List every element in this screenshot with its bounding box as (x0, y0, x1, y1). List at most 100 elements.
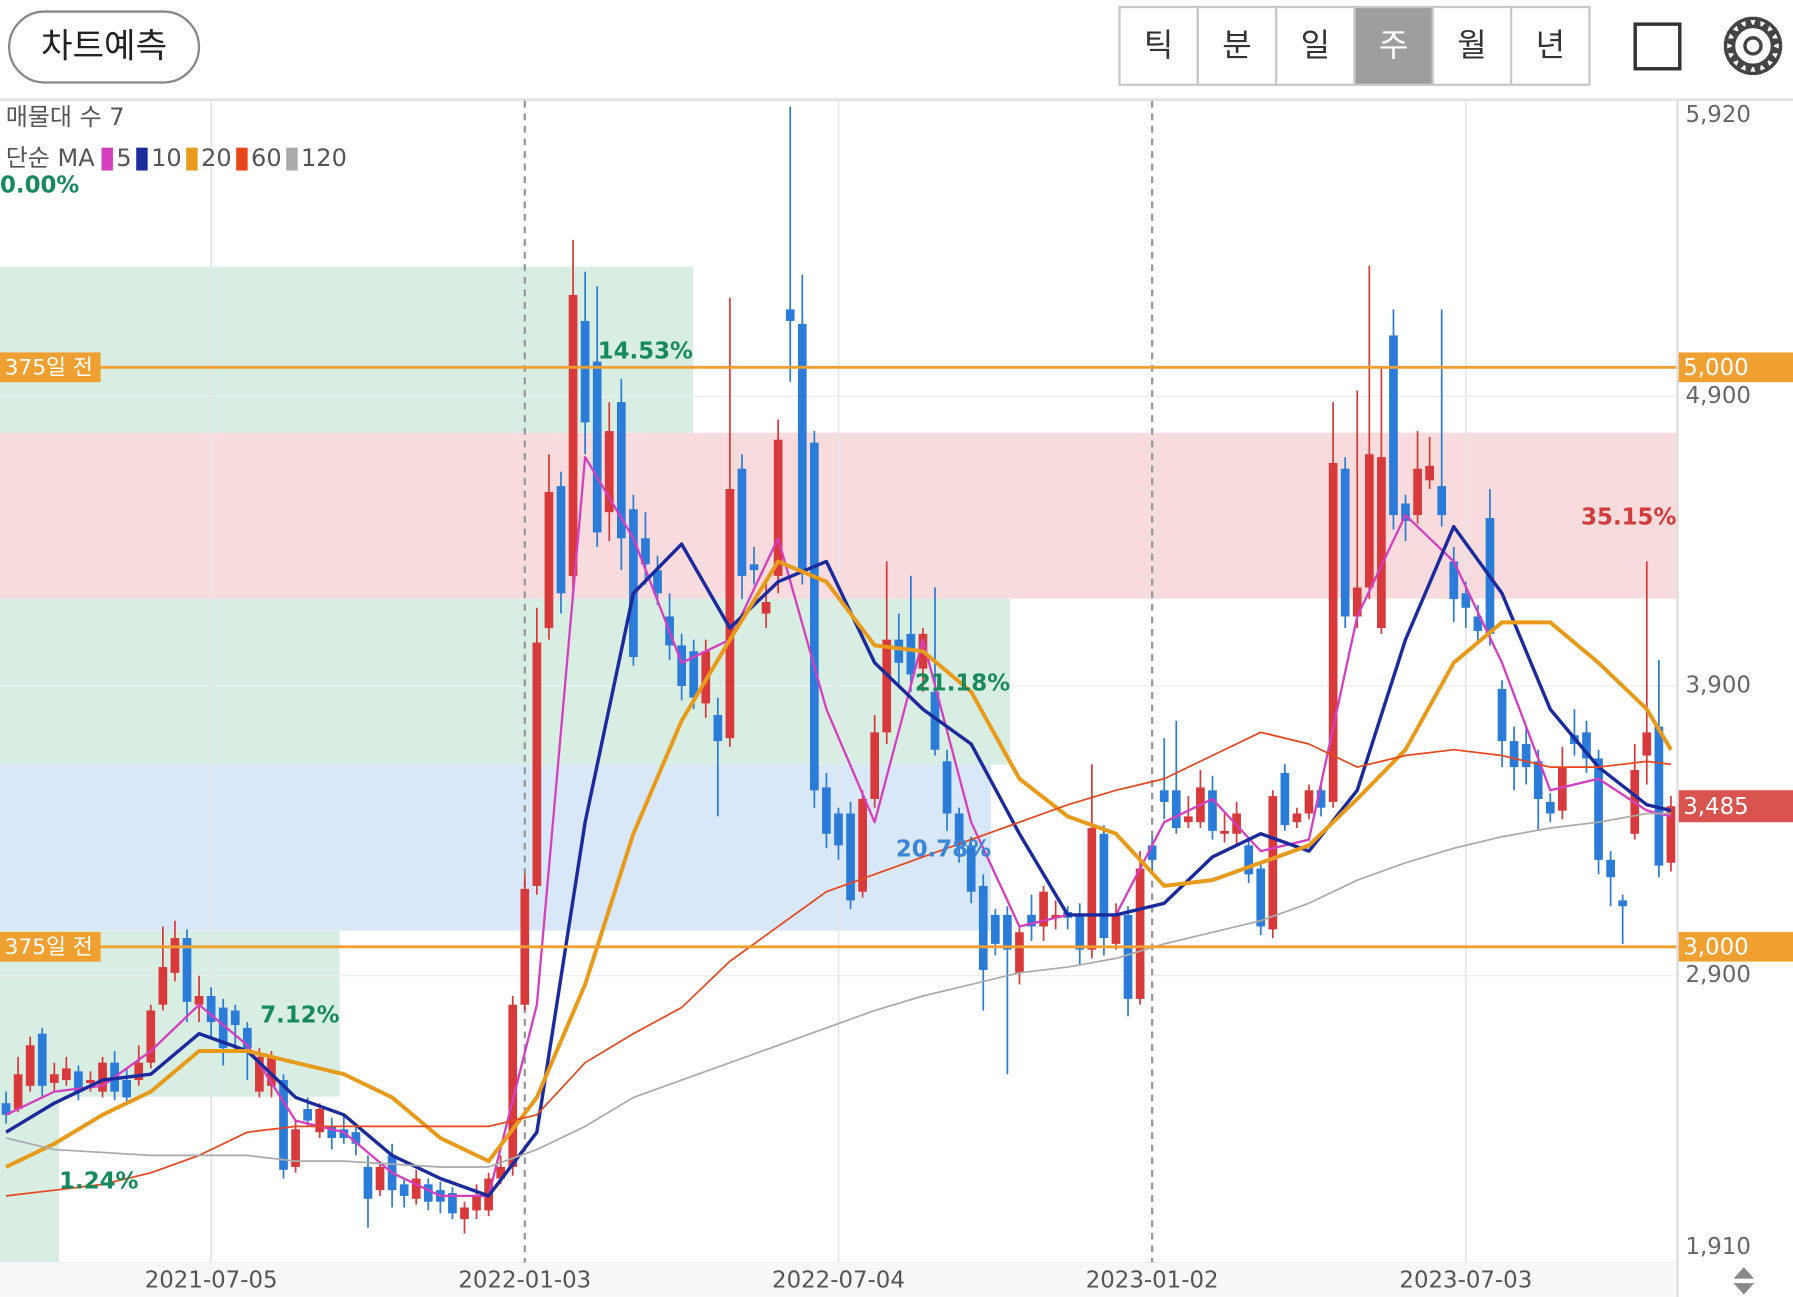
candle-body (1015, 932, 1024, 973)
predict-button[interactable] (8, 10, 201, 84)
candle-body (604, 431, 614, 513)
level-name: 375일 전 (5, 935, 93, 960)
scroll-down[interactable] (1733, 1283, 1755, 1295)
candle-body (182, 938, 192, 1002)
period-tab[interactable] (1509, 5, 1591, 86)
period-tab[interactable] (1118, 5, 1199, 86)
candle-body (797, 323, 807, 571)
candle-body (86, 1080, 95, 1083)
candle-body (1558, 767, 1567, 811)
candle-body (1533, 761, 1543, 799)
volume-band-label: 20.78% (896, 836, 991, 862)
candle-body (303, 1109, 312, 1121)
candle-body (74, 1071, 83, 1092)
scroll-up[interactable] (1733, 1267, 1755, 1279)
candle-body (834, 813, 843, 846)
candle-body (556, 486, 566, 594)
candle-body (158, 967, 168, 1005)
candle-body (1111, 914, 1121, 944)
candle-body (267, 1056, 276, 1086)
candle-body (737, 468, 747, 576)
candle-body (1413, 468, 1422, 516)
candle-body (761, 601, 771, 614)
gear-hole[interactable] (1743, 36, 1763, 56)
level-price-label: 3,000 (1683, 934, 1748, 960)
volume-band-label: 14.53% (598, 339, 693, 365)
candle-body (942, 761, 952, 814)
candle-body (1244, 845, 1254, 875)
candle-body (170, 938, 180, 973)
candle-body (1, 1103, 11, 1115)
candle-body (411, 1178, 421, 1199)
candle-body (1654, 726, 1664, 866)
candle-body (906, 633, 916, 675)
candle-body (255, 1056, 264, 1092)
candle-body (1123, 914, 1133, 999)
candle-body (1437, 486, 1447, 516)
candle-body (568, 294, 578, 576)
candle-body (460, 1207, 469, 1220)
candle-body (1461, 593, 1471, 608)
fullscreen-icon[interactable] (1633, 22, 1682, 71)
candle-body (1171, 790, 1181, 828)
candle-body (1473, 616, 1483, 631)
candle-body (1208, 790, 1217, 831)
candle-body (822, 787, 831, 834)
candle-body (1497, 688, 1507, 742)
legend-label: 120 (301, 144, 347, 172)
y-tick-label: 2,900 (1686, 962, 1751, 988)
candle-body (242, 1027, 252, 1049)
candle-body (1292, 813, 1302, 823)
candle-body (363, 1166, 373, 1199)
ma-line (5, 455, 1672, 1198)
candle-body (194, 996, 204, 1005)
y-tick-label: 5,920 (1686, 102, 1751, 128)
period-tab[interactable] (1431, 5, 1513, 86)
candle-body (230, 1010, 240, 1025)
legend-swatch (286, 147, 298, 171)
level-tag (0, 931, 101, 962)
level-price-tag (1678, 931, 1793, 962)
y-tick-label: 1,910 (1686, 1234, 1751, 1260)
candle-body (508, 1004, 518, 1167)
candle-body (1618, 900, 1628, 907)
candle-body (1268, 796, 1278, 930)
legend-swatch (136, 147, 148, 171)
candle-body (472, 1195, 481, 1211)
candle-body (122, 1080, 132, 1098)
candle-body (1545, 801, 1555, 814)
x-tick-label: 2022-01-03 (458, 1267, 591, 1293)
candle-body (327, 1126, 337, 1138)
candle-body (1666, 806, 1676, 863)
candle-body (98, 1062, 107, 1092)
ma-title: 단순 MA (6, 144, 95, 172)
candle-body (592, 361, 602, 533)
candle-body (978, 885, 988, 970)
candle-body (773, 439, 783, 576)
candle-body (785, 309, 795, 321)
candle-body (544, 491, 554, 629)
candle-body (206, 996, 216, 1023)
candle-body (882, 639, 892, 733)
period-tab[interactable] (1353, 5, 1434, 86)
candle-body (1051, 914, 1060, 918)
candle-body (1606, 859, 1615, 878)
legend-swatch (236, 147, 248, 171)
candle-body (846, 813, 855, 901)
candle-body (1642, 732, 1652, 756)
ma-line (5, 812, 1671, 1168)
candle-body (1582, 732, 1591, 759)
candle-body (629, 509, 638, 658)
candle-body (37, 1033, 47, 1086)
candle-body (870, 732, 880, 799)
candle-body (990, 914, 1000, 944)
candle-body (1256, 868, 1266, 927)
ma-line (5, 559, 1673, 1169)
x-tick-label: 2023-01-02 (1086, 1267, 1219, 1293)
candle-body (616, 402, 626, 539)
candle-body (749, 564, 759, 571)
candle-body (315, 1109, 325, 1133)
last-price-label: 3,485 (1683, 794, 1748, 820)
period-tab-label: 월 (1457, 26, 1486, 64)
